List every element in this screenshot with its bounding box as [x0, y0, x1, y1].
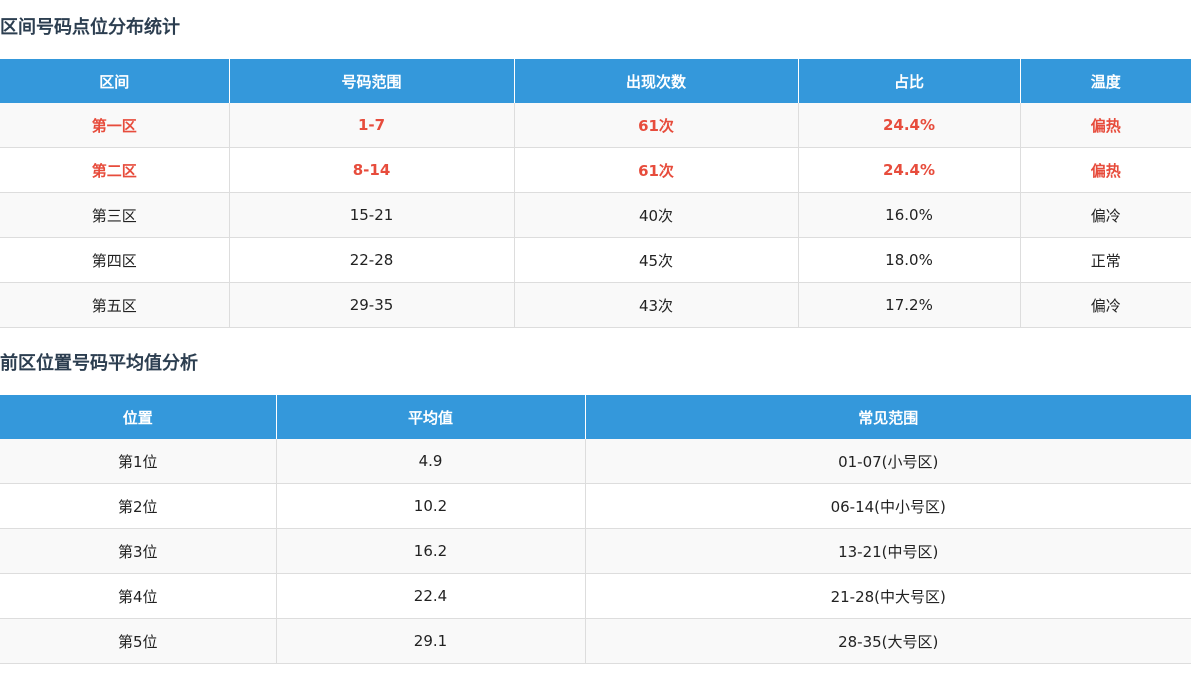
temperature-cell: 正常 [1020, 237, 1191, 283]
table-row: 第二区 8-14 61次 24.4% 偏热 [0, 147, 1191, 193]
count-cell: 40次 [514, 192, 799, 238]
zone-cell: 第四区 [0, 237, 230, 283]
position-average-table: 位置 平均值 常见范围 第1位 4.9 01-07(小号区) 第2位 10.2 … [0, 395, 1191, 664]
average-cell: 10.2 [276, 483, 586, 529]
position-cell: 第1位 [0, 439, 277, 484]
column-header-count: 出现次数 [514, 59, 799, 103]
count-cell: 61次 [514, 103, 799, 148]
range-cell: 1-7 [229, 103, 515, 148]
table-row: 第4位 22.4 21-28(中大号区) [0, 573, 1191, 619]
ratio-cell: 24.4% [798, 147, 1021, 193]
common-range-cell: 28-35(大号区) [585, 618, 1191, 664]
common-range-cell: 13-21(中号区) [585, 528, 1191, 574]
column-header-average: 平均值 [276, 395, 586, 439]
column-header-zone: 区间 [0, 59, 230, 103]
position-average-title: 前区位置号码平均值分析 [0, 353, 198, 374]
column-header-ratio: 占比 [798, 59, 1021, 103]
table-row: 第1位 4.9 01-07(小号区) [0, 439, 1191, 484]
average-cell: 4.9 [276, 439, 586, 484]
range-cell: 8-14 [229, 147, 515, 193]
table-header-row: 区间 号码范围 出现次数 占比 温度 [0, 59, 1191, 103]
position-cell: 第2位 [0, 483, 277, 529]
ratio-cell: 16.0% [798, 192, 1021, 238]
zone-cell: 第一区 [0, 103, 230, 148]
range-cell: 22-28 [229, 237, 515, 283]
temperature-cell: 偏热 [1020, 103, 1191, 148]
table-row: 第三区 15-21 40次 16.0% 偏冷 [0, 192, 1191, 238]
temperature-cell: 偏热 [1020, 147, 1191, 193]
temperature-cell: 偏冷 [1020, 192, 1191, 238]
count-cell: 61次 [514, 147, 799, 193]
average-cell: 22.4 [276, 573, 586, 619]
column-header-temperature: 温度 [1020, 59, 1191, 103]
zone-cell: 第五区 [0, 282, 230, 328]
table-row: 第一区 1-7 61次 24.4% 偏热 [0, 103, 1191, 148]
zone-distribution-title: 区间号码点位分布统计 [0, 17, 180, 38]
table-row: 第2位 10.2 06-14(中小号区) [0, 483, 1191, 529]
zone-distribution-table: 区间 号码范围 出现次数 占比 温度 第一区 1-7 61次 24.4% 偏热 … [0, 59, 1191, 328]
table-row: 第五区 29-35 43次 17.2% 偏冷 [0, 282, 1191, 328]
column-header-common-range: 常见范围 [585, 395, 1191, 439]
count-cell: 43次 [514, 282, 799, 328]
zone-cell: 第二区 [0, 147, 230, 193]
temperature-cell: 偏冷 [1020, 282, 1191, 328]
common-range-cell: 01-07(小号区) [585, 439, 1191, 484]
ratio-cell: 18.0% [798, 237, 1021, 283]
table-row: 第5位 29.1 28-35(大号区) [0, 618, 1191, 664]
table-row: 第四区 22-28 45次 18.0% 正常 [0, 237, 1191, 283]
column-header-position: 位置 [0, 395, 277, 439]
average-cell: 16.2 [276, 528, 586, 574]
position-cell: 第4位 [0, 573, 277, 619]
average-cell: 29.1 [276, 618, 586, 664]
table-header-row: 位置 平均值 常见范围 [0, 395, 1191, 439]
zone-cell: 第三区 [0, 192, 230, 238]
ratio-cell: 17.2% [798, 282, 1021, 328]
count-cell: 45次 [514, 237, 799, 283]
common-range-cell: 06-14(中小号区) [585, 483, 1191, 529]
position-cell: 第5位 [0, 618, 277, 664]
common-range-cell: 21-28(中大号区) [585, 573, 1191, 619]
column-header-range: 号码范围 [229, 59, 515, 103]
position-cell: 第3位 [0, 528, 277, 574]
table-row: 第3位 16.2 13-21(中号区) [0, 528, 1191, 574]
range-cell: 15-21 [229, 192, 515, 238]
range-cell: 29-35 [229, 282, 515, 328]
ratio-cell: 24.4% [798, 103, 1021, 148]
